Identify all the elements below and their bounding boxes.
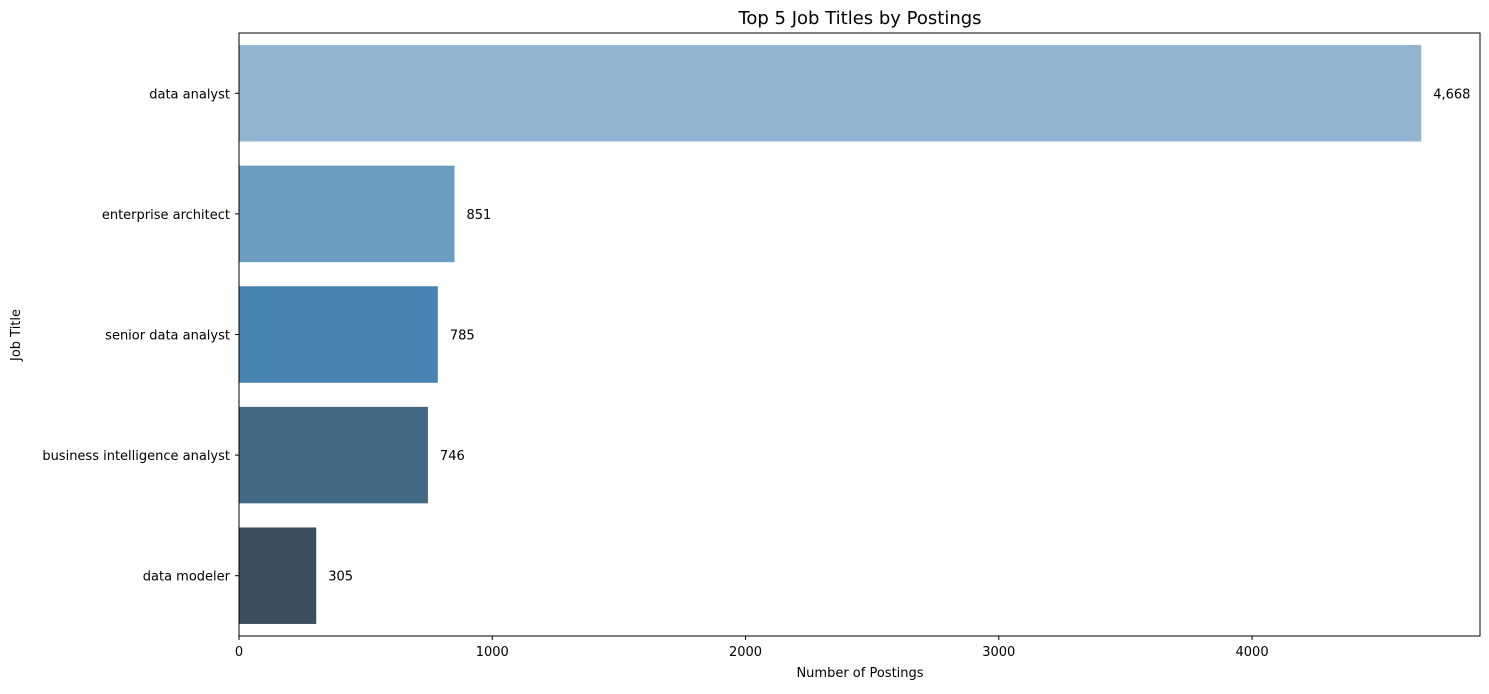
y-tick-label-4: data modeler	[143, 570, 231, 585]
x-tick-label-1: 1000	[476, 645, 509, 660]
bar-3	[239, 406, 428, 504]
x-tick-label-0: 0	[235, 645, 243, 660]
y-tick-label-1: enterprise architect	[102, 208, 230, 223]
y-axis-ticks: data analyst enterprise architect senior d…	[42, 87, 239, 585]
bar-value-label-3: 746	[440, 449, 465, 464]
bar-value-label-0: 4,668	[1433, 87, 1470, 102]
y-tick-label-0: data analyst	[149, 87, 230, 102]
bar-4	[239, 527, 317, 624]
bar-0	[239, 45, 1422, 142]
bar-2	[239, 286, 438, 383]
y-tick-label-2: senior data analyst	[105, 329, 230, 344]
chart-title: Top 5 Job Titles by Postings	[737, 8, 981, 29]
x-axis-label: Number of Postings	[796, 666, 923, 681]
y-tick-label-3: business intelligence analyst	[42, 449, 230, 464]
bar-1	[239, 165, 455, 263]
bars-group	[239, 45, 1422, 624]
bar-value-label-2: 785	[450, 329, 475, 344]
bar-value-label-1: 851	[467, 208, 492, 223]
bar-value-labels: 4,668 851 785 746 305	[328, 87, 1470, 584]
y-axis-label: Job Title	[9, 309, 24, 362]
plot-frame	[238, 32, 1481, 637]
x-axis-ticks: 0 1000 2000 3000 4000	[235, 636, 1269, 660]
x-tick-label-4: 4000	[1236, 645, 1269, 660]
x-tick-label-2: 2000	[729, 645, 762, 660]
bar-value-label-4: 305	[328, 570, 353, 585]
x-tick-label-3: 3000	[982, 645, 1015, 660]
